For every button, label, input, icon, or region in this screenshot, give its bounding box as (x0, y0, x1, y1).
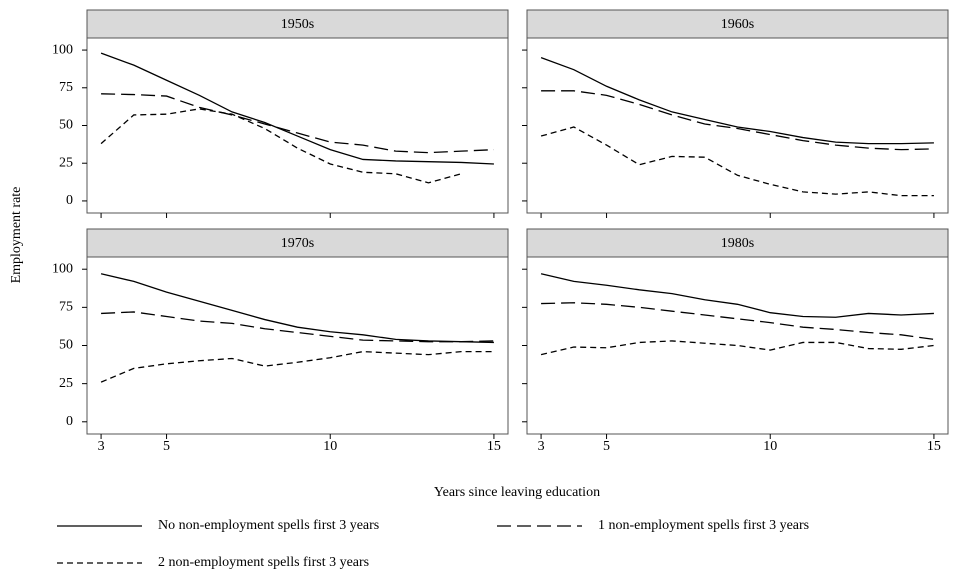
x-tick-label: 3 (538, 439, 545, 454)
legend-label: No non-employment spells first 3 years (158, 518, 379, 533)
panel-title: 1970s (281, 236, 314, 251)
series-line (540, 57, 934, 145)
plot-frame (526, 37, 949, 214)
y-axis-label: Employment rate (9, 187, 24, 284)
legend-label: 2 non-employment spells first 3 years (158, 555, 369, 570)
y-tick-label: 100 (52, 42, 73, 57)
series-line (101, 93, 494, 154)
series-line (540, 126, 934, 197)
series-line (101, 311, 494, 343)
x-tick-label: 5 (603, 439, 610, 454)
strip (86, 228, 509, 258)
series-line (541, 302, 935, 341)
series-line (100, 108, 462, 184)
x-tick-label: 10 (323, 439, 337, 454)
plot-frame (86, 37, 509, 214)
x-tick-label: 5 (163, 439, 170, 454)
panel-title: 1950s (281, 17, 314, 32)
series-line (541, 90, 934, 151)
x-axis-label: Years since leaving education (434, 485, 600, 500)
y-tick-label: 25 (59, 376, 73, 391)
y-tick-label: 75 (59, 300, 73, 315)
panel-title: 1980s (721, 236, 754, 251)
x-tick-label: 10 (763, 439, 777, 454)
y-tick-label: 25 (59, 155, 73, 170)
x-tick-label: 15 (487, 439, 501, 454)
series-line (100, 350, 494, 383)
plot-frame (86, 256, 509, 435)
x-tick-label: 15 (927, 439, 941, 454)
series-line (540, 340, 934, 356)
series-line (100, 273, 494, 344)
series-line (540, 273, 934, 318)
strip (86, 9, 509, 39)
y-tick-label: 50 (59, 338, 73, 353)
panel-title: 1960s (721, 17, 754, 32)
series-line (100, 52, 494, 165)
y-tick-label: 75 (59, 80, 73, 95)
y-tick-label: 50 (59, 118, 73, 133)
y-tick-label: 100 (52, 261, 73, 276)
legend-label: 1 non-employment spells first 3 years (598, 518, 809, 533)
y-tick-label: 0 (66, 193, 73, 208)
y-tick-label: 0 (66, 414, 73, 429)
x-tick-label: 3 (98, 439, 105, 454)
